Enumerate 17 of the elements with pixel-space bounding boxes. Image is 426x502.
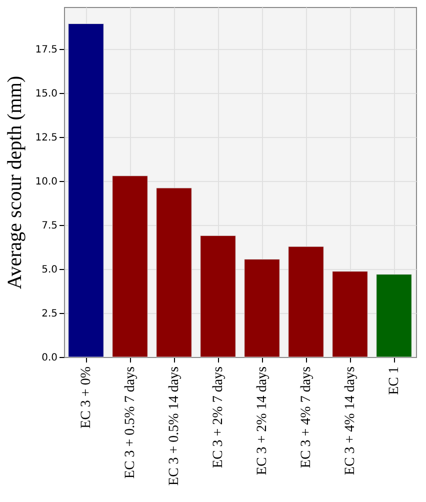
y-tick-label: 17.5 (35, 44, 58, 56)
y-tick-label: 15.0 (35, 88, 58, 100)
x-tick-label: EC 3 + 0.5% 14 days (167, 366, 182, 486)
y-tick-label: 0.0 (42, 352, 58, 364)
y-tick-label: 5.0 (42, 264, 58, 276)
x-tick-label: EC 3 + 4% 7 days (299, 366, 314, 468)
x-tick-label: EC 3 + 2% 14 days (255, 366, 270, 476)
x-tick-label: EC 3 + 0.5% 7 days (123, 366, 138, 479)
y-tick-label: 10.0 (35, 176, 58, 188)
y-tick-label: 2.5 (42, 308, 58, 320)
y-axis-title: Average scour depth (mm) (4, 76, 26, 290)
x-tick-label: EC 3 + 4% 14 days (343, 366, 358, 476)
x-tick-label: EC 1 (387, 366, 402, 395)
x-tick-label: EC 3 + 2% 7 days (211, 366, 226, 468)
x-tick-label: EC 3 + 0% (79, 366, 94, 428)
y-tick-label: 12.5 (35, 132, 58, 144)
y-tick-label: 7.5 (42, 220, 58, 232)
